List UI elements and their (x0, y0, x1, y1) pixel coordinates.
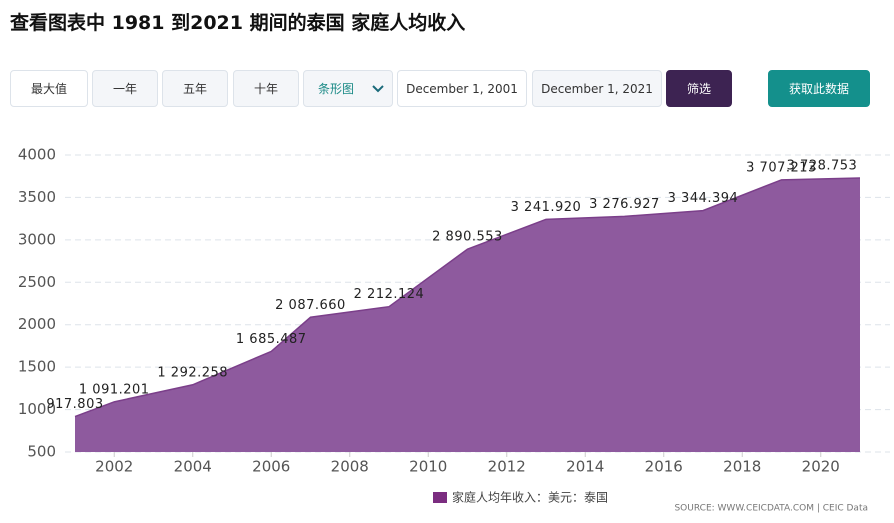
data-label: 2 212.124 (354, 287, 425, 302)
data-label: 3 707.213 (746, 160, 817, 175)
y-tick-label: 2500 (18, 273, 56, 291)
legend-swatch (433, 492, 447, 503)
chart-type-select[interactable]: 条形图 (303, 70, 393, 107)
x-tick-label: 2010 (409, 458, 447, 476)
start-date[interactable]: December 1, 2001 (397, 70, 527, 107)
page-title: 查看图表中 1981 到2021 期间的泰国 家庭人均收入 (10, 12, 466, 34)
x-tick-label: 2006 (252, 458, 290, 476)
y-tick-label: 3500 (18, 188, 56, 206)
data-label: 1 292.258 (157, 365, 228, 380)
data-label: 3 276.927 (589, 197, 660, 212)
x-tick-label: 2002 (95, 458, 133, 476)
data-label: 2 087.660 (275, 298, 346, 313)
range-button[interactable]: 一年 (92, 70, 158, 107)
y-tick-label: 1000 (18, 400, 56, 418)
y-tick-label: 1500 (18, 358, 56, 376)
area-line (74, 177, 861, 418)
source: SOURCE: WWW.CEICDATA.COM | CEIC Data (674, 504, 868, 514)
x-tick-label: 2014 (566, 458, 604, 476)
end-date[interactable]: December 1, 2021 (532, 70, 662, 107)
get-data-button[interactable]: 获取此数据 (768, 70, 870, 107)
x-tick-label: 2004 (174, 458, 212, 476)
y-tick-label: 500 (27, 443, 56, 461)
legend-label: 家庭人均年收入：美元：泰国 (452, 490, 608, 505)
y-tick-label: 4000 (18, 146, 56, 164)
data-label: 917.803 (46, 397, 103, 412)
data-label: 3 344.394 (668, 191, 739, 206)
select-value: 条形图 (318, 82, 355, 96)
range-button[interactable]: 最大值 (10, 70, 88, 107)
x-tick-label: 2016 (645, 458, 683, 476)
data-label: 3 728.753 (787, 159, 858, 174)
chevron (372, 85, 384, 93)
range-button[interactable]: 五年 (162, 70, 228, 107)
x-tick-label: 2008 (331, 458, 369, 476)
filter-button[interactable]: 筛选 (666, 70, 732, 107)
data-label: 2 890.553 (432, 230, 503, 245)
data-label: 1 685.487 (236, 332, 307, 347)
x-tick-label: 2020 (802, 458, 840, 476)
data-label: 3 241.920 (511, 200, 582, 215)
x-tick-label: 2018 (723, 458, 761, 476)
y-tick-label: 3000 (18, 230, 56, 248)
chart: 500 1000 1500 2000 2500 3000 3500 4000 2002 2004 2… (18, 146, 890, 514)
range-button[interactable]: 十年 (233, 70, 299, 107)
area (75, 178, 860, 452)
y-tick-label: 2000 (18, 315, 56, 333)
x-tick-label: 2012 (488, 458, 526, 476)
data-label: 1 091.201 (79, 382, 150, 397)
